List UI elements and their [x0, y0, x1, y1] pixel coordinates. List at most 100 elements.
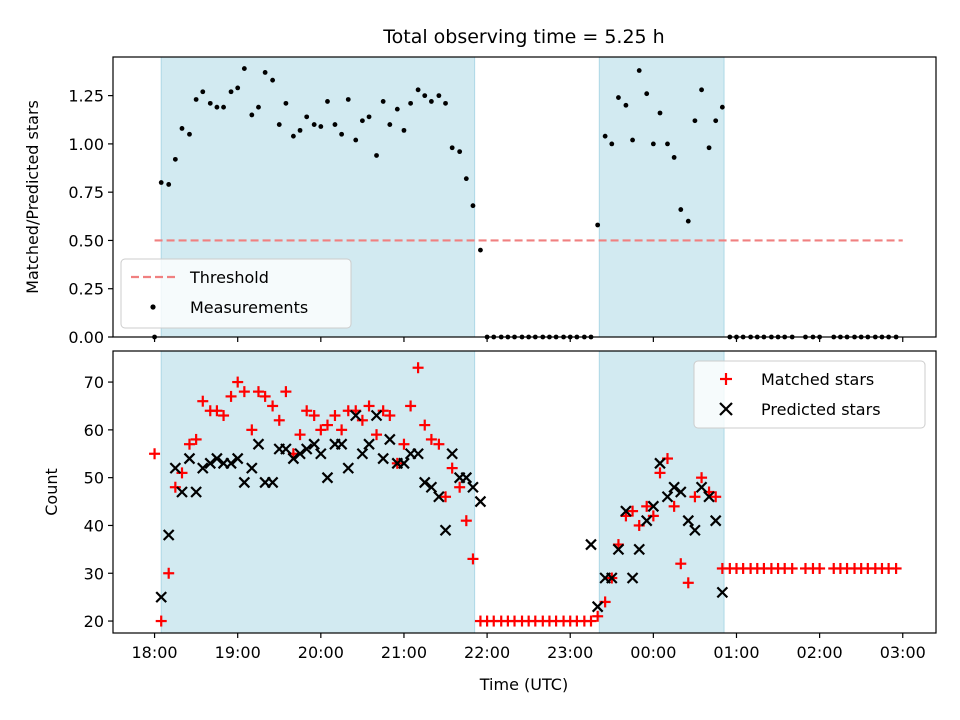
matched-star-point [225, 390, 237, 402]
predicted-star-point [467, 481, 479, 493]
matched-star-point [363, 400, 375, 412]
predicted-star-point [363, 438, 375, 450]
measurement-point [394, 106, 400, 112]
matched-star-point [689, 491, 701, 503]
bottom-y-axis-label: Count [42, 468, 61, 516]
predicted-star-point [155, 591, 167, 603]
bottom-legend-box [693, 360, 926, 429]
matched-star-point [654, 467, 666, 479]
predicted-star-point [370, 409, 383, 422]
x-tick-label: 21:00 [381, 643, 427, 662]
x-axis-label: Time (UTC) [479, 675, 568, 694]
matched-star-point [259, 390, 271, 402]
measurement-point [214, 104, 220, 110]
top-y-axis-label: Matched/Predicted stars [23, 100, 42, 294]
measurement-point [276, 122, 282, 127]
predicted-star-point [190, 486, 202, 498]
measurement-point [457, 149, 463, 155]
matched-star-points [149, 362, 902, 627]
predicted-star-point [633, 543, 645, 556]
matched-star-point [267, 400, 279, 412]
legend-predicted-label: Predicted stars [761, 400, 881, 419]
legend-threshold-label: Threshold [189, 268, 269, 287]
matched-star-point [675, 558, 687, 570]
matched-star-point [169, 481, 181, 493]
x-tick-label: 19:00 [215, 643, 261, 662]
predicted-star-point [460, 471, 473, 484]
predicted-star-point [439, 524, 452, 537]
measurement-point [380, 99, 386, 104]
predicted-star-point [246, 462, 258, 474]
measurement-point [428, 99, 434, 104]
predicted-star-point [183, 452, 196, 465]
predicted-star-point [280, 443, 292, 455]
legend-matched-swatch [720, 373, 732, 385]
predicted-star-point [716, 586, 729, 599]
measurement-point [345, 97, 351, 102]
predicted-star-point [231, 452, 244, 465]
matched-star-point [446, 462, 458, 474]
measurement-point [449, 145, 455, 151]
predicted-star-point [308, 438, 320, 450]
top-x-ticks [153, 337, 904, 342]
x-tick-label: 23:00 [547, 643, 593, 662]
measurement-point [706, 145, 712, 151]
matched-star-point [384, 410, 396, 422]
legend-measurements-label: Measurements [190, 298, 308, 317]
matched-star-point [890, 562, 902, 574]
predicted-star-point [474, 495, 487, 508]
predicted-star-point [695, 481, 708, 493]
matched-star-point [682, 577, 694, 589]
x-tick-label: 18:00 [132, 643, 178, 662]
matched-star-point [280, 386, 292, 398]
legend-predicted-swatch [719, 402, 733, 416]
measurement-point [200, 89, 206, 95]
measurement-point [415, 87, 421, 93]
matched-star-point [238, 386, 250, 398]
measurement-point [685, 218, 691, 224]
measurement-point [609, 141, 615, 147]
measurement-point [636, 68, 642, 73]
predicted-star-point [225, 457, 237, 470]
predicted-star-point [169, 462, 182, 474]
matched-star-point [197, 395, 209, 407]
matched-star-point [668, 500, 680, 512]
predicted-star-point [606, 572, 618, 584]
measurement-point [374, 153, 379, 158]
measurement-point [318, 124, 324, 129]
legend-measurements-swatch [150, 304, 156, 310]
count-panel: 20 30 40 50 60 70 18:00 19:00 20:00 21:00 22:00 23… [42, 350, 937, 694]
predicted-star-point [620, 505, 632, 517]
matched-star-point [460, 515, 472, 527]
predicted-star-point [433, 491, 445, 503]
predicted-star-point [585, 538, 597, 551]
measurement-point [241, 66, 247, 71]
x-tick-label: 22:00 [464, 643, 510, 662]
bottom-legend: Matched stars Predicted stars [693, 360, 926, 429]
matched-star-point [183, 438, 195, 450]
predicted-star-point [315, 447, 327, 460]
predicted-star-point [640, 514, 653, 527]
matched-star-point [585, 615, 597, 627]
bottom-y-tick-label: 60 [84, 421, 104, 440]
measurement-point [283, 100, 289, 106]
measurement-point [657, 110, 663, 116]
x-tick-label: 00:00 [630, 643, 676, 662]
matched-star-point [425, 433, 437, 445]
predicted-star-point [162, 529, 175, 541]
predicted-star-point [384, 433, 396, 446]
measurement-point [671, 155, 677, 160]
predicted-star-point [197, 462, 209, 474]
matched-star-point [301, 405, 313, 417]
predicted-star-point [204, 457, 217, 470]
measurement-point [290, 133, 296, 139]
measurement-point [270, 77, 276, 83]
measurement-point [325, 99, 330, 104]
measurement-point [297, 127, 303, 133]
measurement-point [235, 85, 241, 91]
predicted-star-point [349, 409, 362, 422]
measurement-point [408, 100, 414, 106]
matched-star-point [218, 410, 230, 422]
matched-star-point [294, 429, 306, 441]
measurement-point [311, 122, 317, 127]
